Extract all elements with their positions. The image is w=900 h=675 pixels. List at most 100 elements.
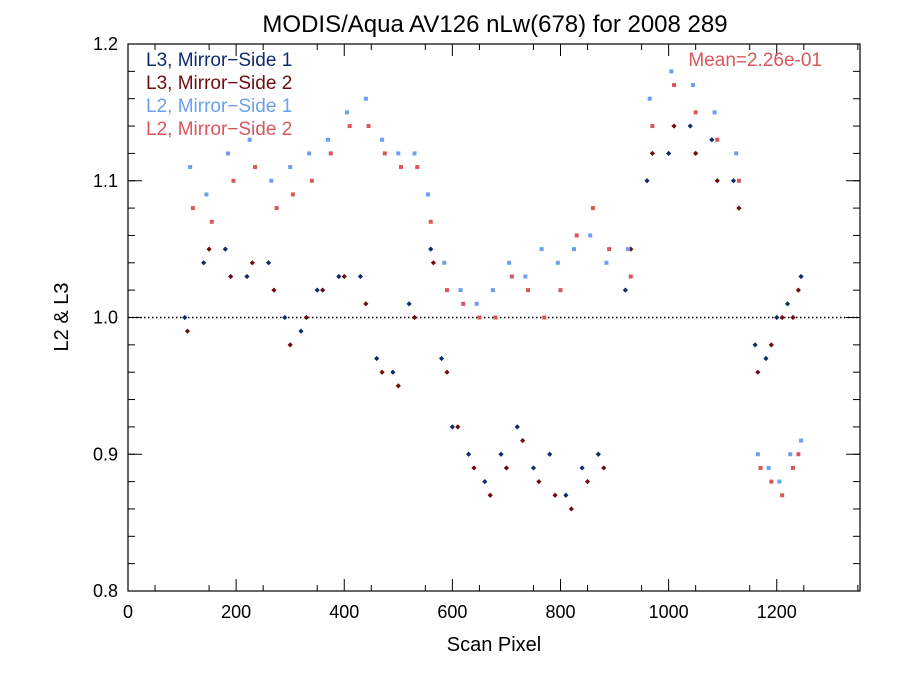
data-point — [265, 260, 272, 266]
data-point — [752, 342, 758, 348]
data-point — [493, 315, 498, 320]
data-point — [647, 96, 652, 101]
data-point — [798, 273, 804, 280]
data-point — [730, 178, 737, 184]
data-point — [347, 124, 352, 129]
data-point — [526, 288, 531, 293]
data-point — [363, 96, 368, 101]
data-point — [514, 424, 520, 430]
data-point — [444, 369, 450, 375]
data-point — [406, 301, 412, 307]
chart-title: MODIS/Aqua AV126 nLw(678) for 2008 289 — [262, 11, 727, 38]
series-4 — [190, 83, 801, 498]
data-point — [650, 124, 655, 129]
data-point — [382, 151, 387, 156]
series-1 — [182, 123, 804, 498]
data-point — [247, 137, 252, 142]
x-tick-label: 1000 — [649, 602, 689, 622]
data-point — [303, 314, 310, 321]
data-point — [779, 314, 785, 321]
data-point — [769, 479, 774, 484]
data-point — [649, 150, 656, 156]
data-point — [184, 328, 191, 334]
data-point — [530, 465, 537, 471]
data-point — [774, 314, 780, 321]
data-point — [274, 206, 279, 211]
x-tick-label: 200 — [221, 602, 251, 622]
data-point — [438, 355, 445, 362]
data-point — [607, 247, 612, 252]
data-point — [379, 369, 385, 375]
data-point — [326, 137, 331, 142]
data-point — [298, 328, 304, 334]
data-point — [415, 165, 420, 170]
data-point — [555, 260, 560, 265]
data-point — [796, 452, 801, 457]
data-point — [428, 219, 433, 224]
data-point — [244, 273, 250, 280]
data-point — [542, 315, 547, 320]
data-point — [344, 110, 349, 115]
x-tick-label: 0 — [123, 602, 133, 622]
data-point — [714, 178, 720, 184]
data-point — [465, 451, 472, 457]
data-point — [574, 233, 579, 238]
data-point — [341, 273, 347, 280]
data-point — [628, 274, 633, 279]
data-point — [287, 342, 293, 348]
data-point — [755, 369, 761, 375]
data-point — [290, 192, 295, 197]
data-point — [426, 192, 431, 197]
data-point — [226, 151, 231, 156]
data-point — [430, 260, 437, 266]
data-point — [307, 151, 312, 156]
data-point — [253, 165, 258, 170]
data-point — [523, 274, 528, 279]
data-point — [588, 233, 593, 238]
data-point — [672, 83, 677, 88]
series-2 — [184, 123, 801, 512]
data-point — [784, 301, 791, 307]
x-tick-label: 800 — [545, 602, 575, 622]
data-point — [471, 465, 477, 471]
data-point — [458, 288, 463, 293]
data-point — [309, 178, 314, 183]
data-point — [336, 273, 342, 280]
data-point — [715, 137, 720, 142]
data-point — [777, 479, 782, 484]
data-point — [509, 274, 514, 279]
data-point — [693, 110, 698, 115]
data-point — [390, 369, 396, 375]
y-axis-ticks: 0.8 0.9 1.0 1.1 1.2 — [93, 34, 860, 601]
data-point — [572, 247, 577, 252]
data-point — [442, 260, 447, 265]
x-tick-label: 400 — [329, 602, 359, 622]
data-point — [399, 165, 404, 170]
data-point — [690, 83, 695, 88]
data-point — [182, 314, 188, 321]
data-point — [411, 314, 418, 321]
data-point — [584, 479, 591, 485]
data-point — [231, 178, 236, 183]
x-tick-label: 1200 — [757, 602, 797, 622]
data-point — [520, 437, 526, 444]
y-tick-label: 0.8 — [93, 581, 118, 601]
data-point — [644, 178, 650, 184]
data-point — [380, 137, 385, 142]
data-point — [271, 287, 277, 293]
data-point — [314, 287, 320, 293]
y-axis-label: L2 & L3 — [51, 283, 73, 352]
y-tick-label: 1.1 — [93, 171, 118, 191]
data-point — [590, 206, 595, 211]
data-point — [552, 492, 558, 498]
data-point — [320, 287, 326, 293]
data-point — [428, 246, 434, 252]
data-point — [736, 178, 741, 183]
data-point — [396, 151, 401, 156]
data-point — [669, 69, 674, 74]
data-point — [709, 137, 715, 143]
data-point — [558, 288, 563, 293]
x-axis-ticks: 0 200 400 600 800 1000 1200 — [123, 44, 859, 622]
data-point — [790, 314, 796, 321]
